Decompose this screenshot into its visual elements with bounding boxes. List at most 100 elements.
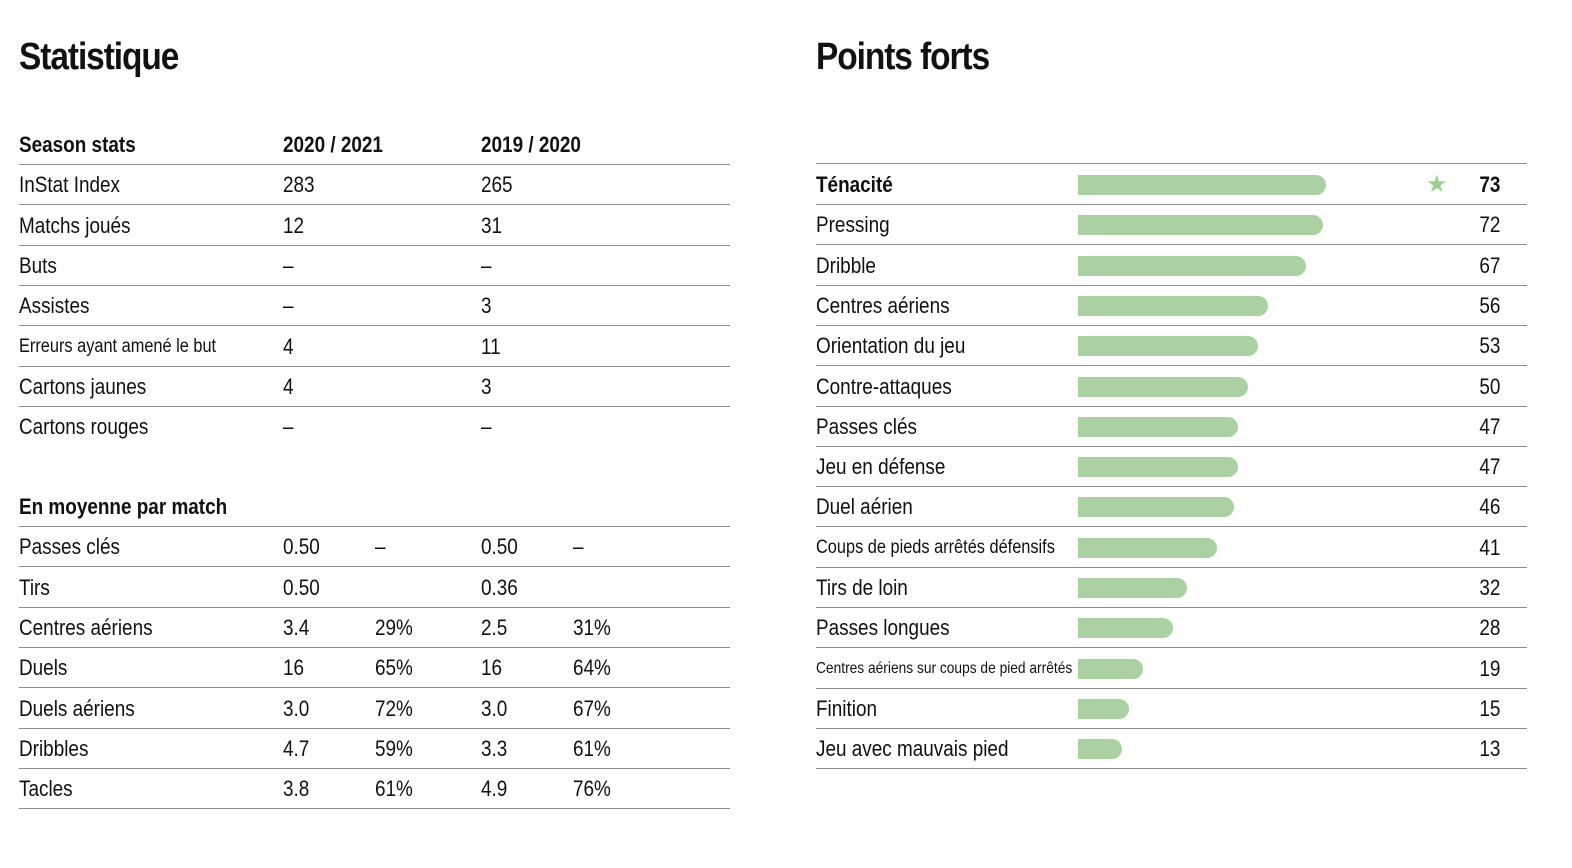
average-percent-2019-2020: – [573, 534, 584, 560]
average-row: Tirs 0.50 0.36 [19, 568, 730, 608]
strength-label: Tirs de loin [816, 575, 908, 600]
average-value-2019-2020: 0.50 [481, 534, 518, 560]
strength-label: Finition [816, 695, 877, 721]
average-row: Tacles 3.8 61% 4.9 76% [19, 769, 730, 810]
average-value-2019-2020: 0.36 [481, 574, 518, 600]
season-row: InStat Index 283 265 [19, 165, 730, 206]
strength-row: Duel aérien 46 [816, 487, 1527, 528]
strength-bar [1078, 739, 1123, 760]
average-row-label: Tirs [19, 574, 50, 600]
strengths-top-rule [816, 124, 1527, 164]
strength-bar-track [1078, 376, 1418, 397]
strength-value: 72 [1479, 212, 1501, 238]
average-row-label: Passes clés [19, 534, 120, 560]
season-value-2020-2021: 12 [283, 212, 305, 238]
strength-value: 13 [1479, 736, 1501, 762]
strength-label: Jeu avec mauvais pied [816, 736, 1009, 762]
strength-label: Duel aérien [816, 494, 913, 520]
average-percent-2020-2021: 59% [375, 735, 413, 761]
season-value-2019-2020: 265 [481, 172, 513, 198]
strength-row: Jeu avec mauvais pied 13 [816, 729, 1527, 770]
average-value-2020-2021: 0.50 [283, 534, 320, 560]
average-percent-2019-2020: 64% [573, 655, 611, 681]
strength-value: 19 [1479, 655, 1501, 681]
season-row-label: Matchs joués [19, 212, 131, 238]
season-value-2019-2020: 3 [481, 293, 492, 319]
strength-label: Coups de pieds arrêtés défensifs [816, 536, 1055, 558]
average-row-label: Dribbles [19, 735, 89, 761]
strength-value: 47 [1479, 454, 1501, 480]
average-value-2020-2021: 4.7 [283, 735, 310, 761]
season-row: Cartons rouges – – [19, 407, 730, 447]
statistique-title: Statistique [19, 36, 179, 78]
strength-label: Passes clés [816, 413, 917, 439]
average-percent-2020-2021: 61% [375, 776, 413, 802]
season-value-2019-2020: 3 [481, 373, 492, 399]
average-percent-2020-2021: – [375, 534, 386, 560]
strength-bar [1078, 457, 1238, 478]
season-value-2020-2021: 283 [283, 172, 315, 198]
average-percent-2019-2020: 76% [573, 776, 611, 802]
strength-label: Orientation du jeu [816, 333, 966, 359]
season-value-2020-2021: – [283, 293, 294, 319]
season-stats-header: Season stats 2020 / 2021 2019 / 2020 [19, 125, 730, 165]
season-row: Erreurs ayant amené le but 4 11 [19, 327, 730, 367]
strength-label: Centres aériens sur coups de pied arrêté… [816, 659, 1073, 677]
strength-label: Dribble [816, 252, 876, 278]
strength-value: 46 [1479, 494, 1501, 520]
season-row: Matchs joués 12 31 [19, 206, 730, 246]
strength-bar [1078, 215, 1323, 236]
strength-value: 50 [1479, 373, 1501, 399]
season-value-2019-2020: 31 [481, 212, 503, 238]
strength-bar-track [1078, 416, 1418, 437]
average-value-2019-2020: 2.5 [481, 614, 508, 640]
average-percent-2019-2020: 67% [573, 695, 611, 721]
strength-row: Ténacité ★ 73 [816, 165, 1527, 205]
strength-value: 32 [1479, 575, 1501, 600]
strength-bar [1078, 416, 1238, 437]
average-row-label: Centres aériens [19, 614, 153, 640]
strength-label: Jeu en défense [816, 454, 946, 480]
average-value-2019-2020: 4.9 [481, 776, 508, 802]
season-value-2019-2020: – [481, 252, 492, 278]
average-value-2020-2021: 3.8 [283, 776, 310, 802]
season-stats-label: Season stats [19, 132, 136, 157]
strength-bar [1078, 658, 1143, 679]
season-row-label: Buts [19, 252, 57, 278]
average-value-2020-2021: 3.0 [283, 695, 310, 721]
strength-row: Orientation du jeu 53 [816, 326, 1527, 367]
strength-bar-track [1078, 295, 1418, 316]
star-icon: ★ [1426, 171, 1448, 198]
strength-bar-track [1078, 497, 1418, 518]
average-percent-2019-2020: 61% [573, 735, 611, 761]
strength-row: Coups de pieds arrêtés défensifs 41 [816, 528, 1527, 568]
season-row-label: InStat Index [19, 172, 120, 198]
average-row: Centres aériens 3.4 29% 2.5 31% [19, 608, 730, 648]
strength-bar [1078, 295, 1269, 316]
season-row-label: Assistes [19, 293, 90, 319]
average-per-match-label: En moyenne par match [19, 494, 228, 519]
average-value-2019-2020: 3.3 [481, 735, 508, 761]
strength-bar-track [1078, 215, 1418, 236]
strength-row: Dribble 67 [816, 246, 1527, 286]
strength-bar-track [1078, 739, 1418, 760]
average-row-label: Duels [19, 655, 68, 681]
season-col-2019-2020: 2019 / 2020 [481, 132, 581, 157]
strength-bar [1078, 336, 1259, 357]
strength-value: 53 [1479, 333, 1501, 359]
season-col-2020-2021: 2020 / 2021 [283, 132, 383, 157]
season-value-2020-2021: 4 [283, 373, 294, 399]
strength-bar-track [1078, 658, 1418, 679]
strength-bar [1078, 255, 1306, 276]
strength-bar-track [1078, 457, 1418, 478]
average-row: Dribbles 4.7 59% 3.3 61% [19, 729, 730, 769]
average-percent-2019-2020: 31% [573, 614, 611, 640]
average-row: Passes clés 0.50 – 0.50 – [19, 527, 730, 568]
average-per-match-header: En moyenne par match [19, 487, 730, 527]
strength-bar-track [1078, 175, 1418, 195]
season-row: Buts – – [19, 246, 730, 286]
strength-value: 15 [1479, 695, 1501, 721]
strength-value: 67 [1479, 252, 1501, 278]
strength-bar [1078, 578, 1187, 598]
strength-bar [1078, 376, 1248, 397]
